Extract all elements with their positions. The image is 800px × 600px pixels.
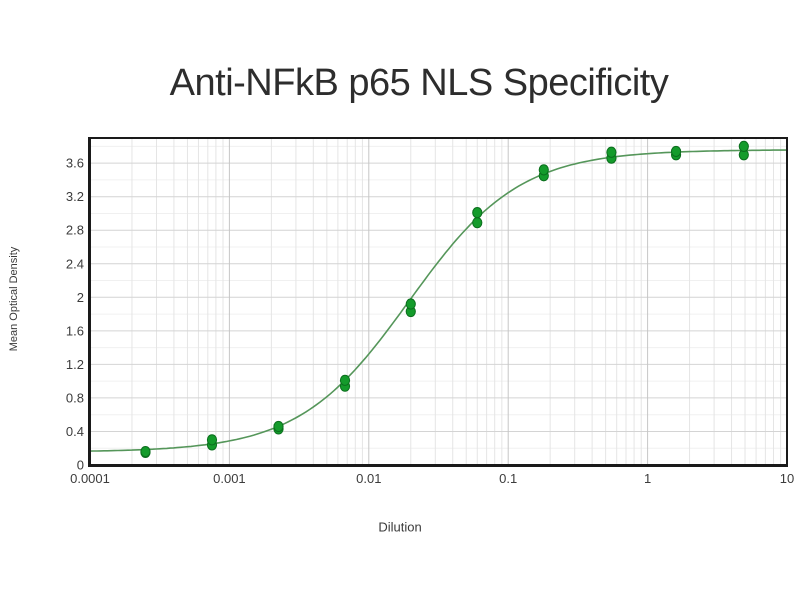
x-tick-label: 0.0001 [70, 471, 110, 486]
y-tick-label: 3.2 [66, 189, 84, 204]
chart-title: Anti-NFkB p65 NLS Specificity [169, 62, 669, 104]
data-point [339, 374, 351, 386]
x-tick-label: 10 [780, 471, 794, 486]
data-point [606, 146, 617, 158]
x-tick-label: 0.001 [213, 471, 246, 486]
plot-border [89, 137, 788, 466]
y-tick-label: 0.8 [66, 390, 84, 405]
data-point [738, 140, 749, 152]
y-tick-label: 3.6 [66, 156, 84, 171]
y-tick-label: 2 [77, 290, 84, 305]
y-tick-label: 0 [77, 458, 84, 473]
data-point [405, 298, 416, 310]
data-point [472, 217, 483, 229]
x-tick-label: 0.01 [356, 471, 381, 486]
y-tick-label: 1.2 [66, 357, 84, 372]
x-tick-label: 1 [644, 471, 651, 486]
y-tick-label: 1.6 [66, 323, 84, 338]
data-point [206, 434, 218, 446]
y-tick-label: 2.4 [66, 256, 84, 271]
data-point [140, 445, 151, 458]
x-axis-label: Dilution [378, 519, 422, 535]
data-point [538, 164, 549, 176]
x-tick-label: 0.1 [499, 471, 517, 486]
fit-curve [89, 149, 787, 452]
data-point [472, 207, 483, 219]
y-tick-label: 2.8 [66, 223, 84, 238]
data-point [670, 145, 682, 158]
data-point [273, 420, 284, 433]
y-tick-label: 0.4 [66, 424, 84, 439]
